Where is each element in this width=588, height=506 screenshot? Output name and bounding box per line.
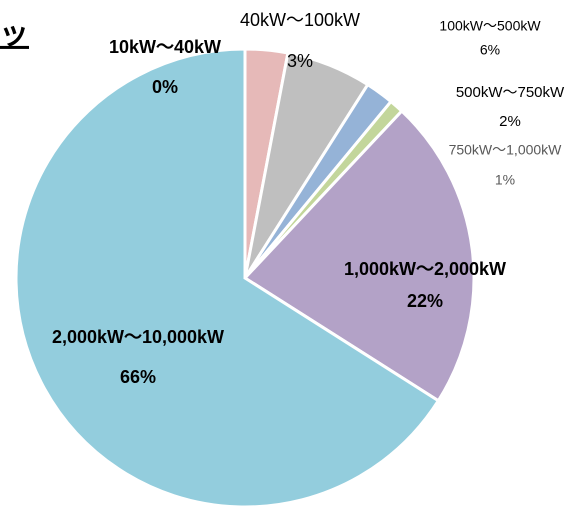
slice-category-label: 2,000kW～10,000kW (52, 327, 224, 347)
slice-value-label: 2% (499, 113, 521, 130)
slice-value-label: 6% (480, 42, 500, 58)
slice-category-label: 1,000kW～2,000kW (344, 259, 506, 279)
chart-title: ッ (0, 18, 29, 51)
pie-slice (242, 108, 476, 403)
slice-value-label: 66% (120, 367, 156, 387)
slice-category-label: 40kW～100kW (240, 10, 360, 30)
slice-value-label: 22% (407, 291, 443, 311)
slice-category-label: 500kW～750kW (456, 84, 565, 101)
slice-category-label: 750kW～1,000kW (449, 142, 563, 158)
pie-slice (14, 47, 441, 506)
slice-value-label: 0% (152, 77, 178, 97)
slice-category-label: 10kW～40kW (109, 37, 221, 57)
slice-category-label: 100kW～500kW (439, 18, 541, 34)
slice-value-label: 3% (287, 51, 313, 71)
slice-value-label: 1% (495, 172, 515, 188)
